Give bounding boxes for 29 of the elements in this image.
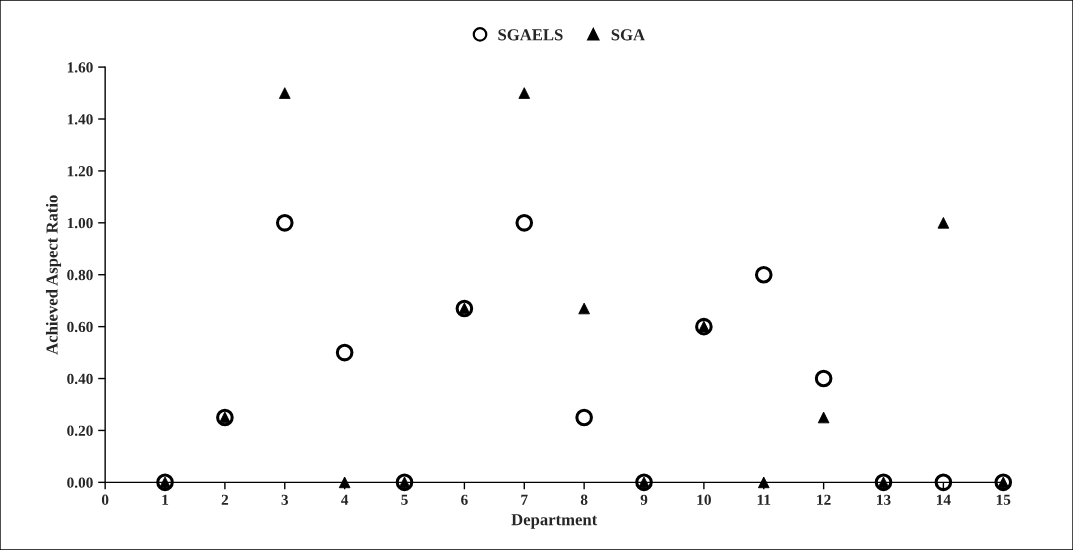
x-tick-label: 2	[221, 494, 229, 505]
y-tick-label: 1.60	[67, 62, 93, 73]
y-tick-label: 0.60	[67, 321, 93, 333]
y-tick-label: 1.20	[67, 166, 93, 177]
x-axis-title: Department	[511, 514, 598, 529]
x-tick-label: 14	[936, 494, 951, 505]
y-axis-title: Achieved Aspect Ratio	[45, 195, 62, 355]
x-tick-label: 4	[341, 494, 349, 505]
x-tick-label: 9	[640, 494, 648, 505]
x-tick-label: 13	[877, 494, 891, 505]
x-tick-label: 11	[757, 494, 771, 505]
x-tick-label: 0	[101, 494, 109, 505]
x-tick-label: 12	[817, 494, 831, 505]
x-tick-label: 8	[580, 494, 588, 505]
x-tick-label: 15	[996, 494, 1011, 505]
legend-label: SGAELS	[498, 29, 563, 41]
y-tick-label: 0.80	[67, 269, 93, 281]
y-tick-label: 1.00	[67, 217, 93, 229]
x-tick-label: 5	[401, 494, 408, 505]
x-tick-label: 6	[461, 494, 468, 505]
y-tick-label: 1.40	[67, 114, 93, 125]
x-tick-label: 7	[521, 494, 528, 505]
y-tick-label: 0.00	[67, 477, 93, 488]
x-tick-label: 1	[162, 494, 169, 505]
legend-label: SGA	[611, 29, 645, 41]
y-tick-label: 0.40	[67, 373, 93, 385]
y-tick-label: 0.20	[67, 425, 93, 436]
x-tick-label: 3	[281, 494, 289, 505]
x-tick-label: 10	[697, 494, 711, 505]
